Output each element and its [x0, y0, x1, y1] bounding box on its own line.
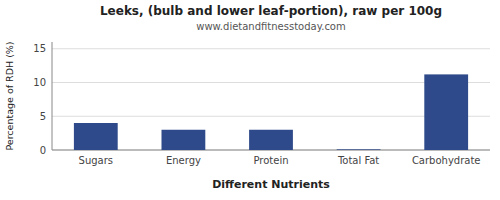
y-axis-line — [52, 42, 53, 150]
x-axis-label: Different Nutrients — [212, 178, 330, 191]
x-tick-label: Energy — [166, 155, 201, 166]
x-tick-label: Protein — [253, 155, 288, 166]
y-tick-label: 15 — [33, 43, 46, 54]
x-tick-label: Sugars — [79, 155, 113, 166]
chart-container: Leeks, (bulb and lower leaf-portion), ra… — [0, 0, 500, 200]
chart: Leeks, (bulb and lower leaf-portion), ra… — [0, 0, 500, 200]
y-tick-label: 0 — [40, 145, 46, 156]
bar — [249, 130, 293, 150]
y-axis-label: Percentage of RDH (%) — [4, 41, 15, 150]
y-tick-label: 10 — [33, 77, 46, 88]
title: Leeks, (bulb and lower leaf-portion), ra… — [100, 4, 442, 18]
grid-line — [52, 48, 490, 49]
x-tick-label: Carbohydrate — [412, 155, 481, 166]
subtitle: www.dietandfitnesstoday.com — [196, 21, 345, 32]
grid — [52, 49, 490, 150]
x-tick-label: Total Fat — [337, 155, 379, 166]
bar — [74, 123, 118, 150]
bar — [424, 74, 468, 150]
bar — [337, 149, 381, 150]
bar — [162, 130, 206, 150]
bars — [74, 74, 468, 150]
y-tick-label: 5 — [40, 111, 46, 122]
